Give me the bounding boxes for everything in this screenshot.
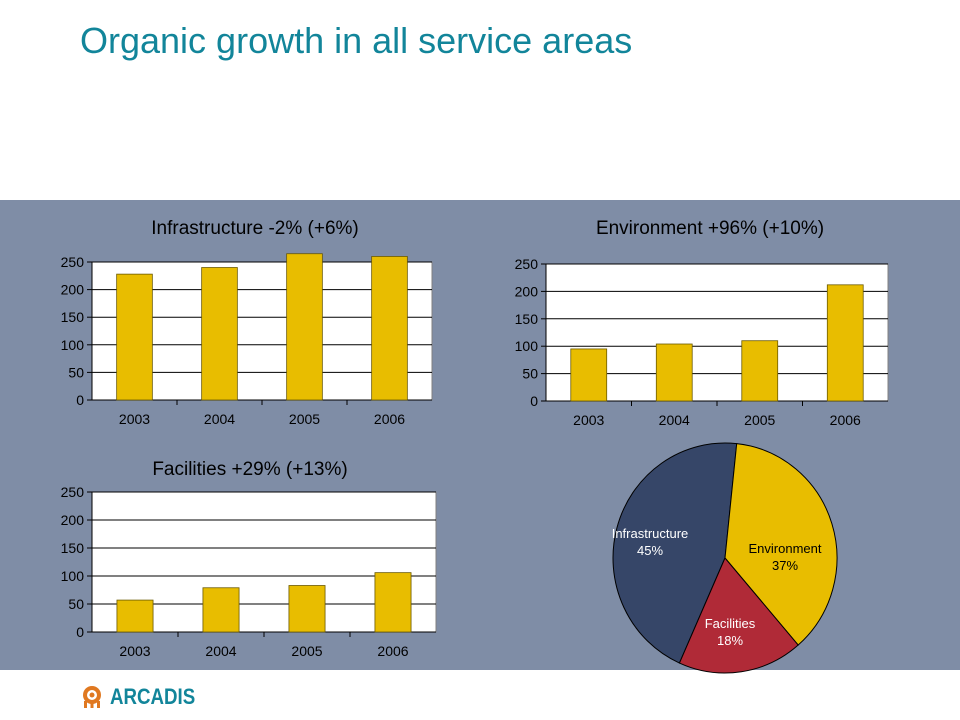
y-tick-label: 150 xyxy=(61,309,85,325)
pie-value-label: 37% xyxy=(772,558,798,573)
y-tick-label: 150 xyxy=(515,311,539,327)
chart-title: Infrastructure -2% (+6%) xyxy=(151,218,359,239)
x-tick-labels: 2003 2004 2005 2006 xyxy=(119,411,405,427)
x-tick-label: 2003 xyxy=(119,411,150,427)
y-tick-labels: 0 50 100 150 200 250 xyxy=(61,484,85,640)
y-tick-label: 200 xyxy=(61,282,85,298)
chart-title: Environment +96% (+10%) xyxy=(596,218,824,239)
pie-value-label: 45% xyxy=(637,543,663,558)
arcadis-logo: ARCADIS xyxy=(80,684,210,710)
pie-label: Environment xyxy=(749,541,822,556)
pie-value-label: 18% xyxy=(717,633,743,648)
bar-2006 xyxy=(371,256,408,401)
infrastructure-bar-chart: Infrastructure -2% (+6%) 0 50 100 150 200 250… xyxy=(61,218,433,427)
x-tick-label: 2006 xyxy=(830,412,861,428)
bar-2003 xyxy=(570,348,608,402)
x-tick-label: 2004 xyxy=(205,643,236,659)
y-tick-label: 250 xyxy=(515,256,539,272)
chart-title: Facilities +29% (+13%) xyxy=(152,459,347,480)
service-mix-pie-chart: Infrastructure 45% Environment 37% Facilitie… xyxy=(612,442,838,674)
bar-2004 xyxy=(201,267,238,401)
y-tick-label: 250 xyxy=(61,484,85,500)
y-tick-label: 250 xyxy=(61,254,85,270)
x-tick-label: 2005 xyxy=(289,411,320,427)
y-tick-label: 200 xyxy=(61,512,85,528)
environment-bar-chart: Environment +96% (+10%) 050100150200250 … xyxy=(515,218,889,428)
pie-labels: Infrastructure 45% Environment 37% Facilitie… xyxy=(612,526,822,648)
slide-title: Organic growth in all service areas xyxy=(80,20,633,61)
bar-2006 xyxy=(826,284,864,402)
pie-label: Infrastructure xyxy=(612,526,689,541)
y-tick-label: 50 xyxy=(522,366,538,382)
y-tick-label: 50 xyxy=(68,596,84,612)
x-tick-label: 2003 xyxy=(119,643,150,659)
x-tick-label: 2006 xyxy=(374,411,405,427)
bar-2004 xyxy=(202,587,240,633)
bars xyxy=(116,253,408,401)
bar-2003 xyxy=(116,273,153,401)
bars xyxy=(116,572,412,633)
arcadis-logo-icon xyxy=(83,686,101,708)
y-tick-label: 200 xyxy=(515,283,539,299)
y-tick-label: 0 xyxy=(530,393,538,409)
y-tick-label: 0 xyxy=(76,392,84,408)
x-tick-label: 2005 xyxy=(291,643,322,659)
x-tick-label: 2004 xyxy=(204,411,235,427)
x-tick-labels: 2003 2004 2005 2006 xyxy=(119,643,408,659)
pie-label: Facilities xyxy=(705,616,756,631)
bar-2003 xyxy=(116,599,154,633)
x-tick-label: 2004 xyxy=(659,412,690,428)
bar-2005 xyxy=(741,340,779,402)
y-tick-label: 100 xyxy=(515,338,539,354)
x-tick-label: 2005 xyxy=(744,412,775,428)
y-tick-label: 50 xyxy=(68,364,84,380)
y-tick-label: 150 xyxy=(61,540,85,556)
x-tick-label: 2003 xyxy=(573,412,604,428)
bar-2004 xyxy=(655,343,693,402)
x-tick-labels: 2003 2004 2005 2006 xyxy=(573,412,861,428)
pie-slice-environment xyxy=(724,443,838,646)
bar-2006 xyxy=(374,572,412,633)
pie-slice-infrastructure xyxy=(612,442,738,664)
y-tick-labels: 0 50 100 150 200 250 xyxy=(61,254,85,408)
brand-name: ARCADIS xyxy=(110,684,196,709)
bar-2005 xyxy=(286,253,323,401)
y-tick-label: 100 xyxy=(61,337,85,353)
y-tick-label: 0 xyxy=(76,624,84,640)
bars xyxy=(570,284,864,402)
x-tick-label: 2006 xyxy=(377,643,408,659)
bar-2005 xyxy=(288,585,326,633)
y-tick-label: 100 xyxy=(61,568,85,584)
pie-slice-facilities xyxy=(678,557,799,674)
pie-slices xyxy=(612,442,838,674)
facilities-bar-chart: Facilities +29% (+13%) 0 50 100 150 200 250 2… xyxy=(61,459,437,659)
y-tick-labels: 0 50 100 150 200 250 xyxy=(515,256,539,409)
